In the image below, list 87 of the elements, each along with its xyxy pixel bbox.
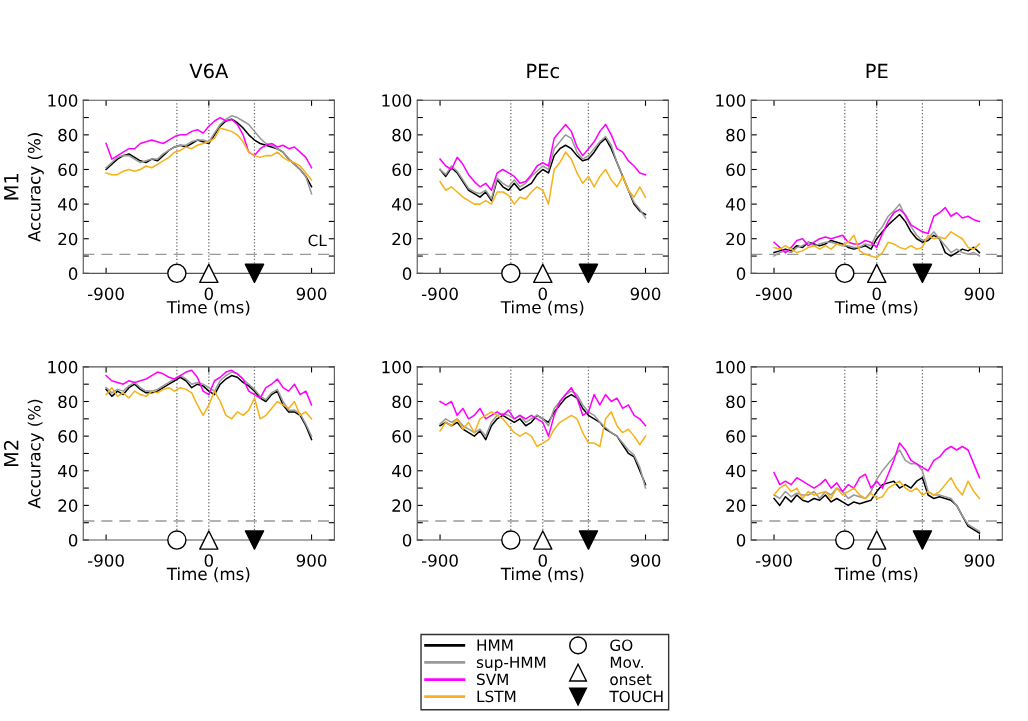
x-tick-label: -900 bbox=[755, 287, 792, 301]
y-tick-label: 60 bbox=[58, 430, 78, 443]
x-tick-label: -900 bbox=[421, 287, 458, 301]
x-tick-label: 0 bbox=[204, 287, 214, 301]
y-tick-label: 80 bbox=[726, 395, 746, 409]
legend-label: TOUCH bbox=[609, 690, 663, 703]
x-tick-label: 0 bbox=[872, 554, 881, 567]
y-tick-label: 100 bbox=[382, 360, 412, 374]
x-axis-title: Time (ms) bbox=[500, 567, 584, 583]
y-tick-label: 40 bbox=[725, 198, 746, 211]
x-axis-title: Time (ms) bbox=[834, 567, 918, 583]
line-series bbox=[439, 123, 647, 192]
y-tick-label: 100 bbox=[716, 94, 746, 107]
x-tick-label: -900 bbox=[88, 287, 124, 301]
legend-label: SVM bbox=[477, 673, 508, 686]
line-series bbox=[773, 231, 981, 259]
x-tick-label: 0 bbox=[538, 554, 547, 567]
x-tick-label: -900 bbox=[421, 554, 458, 567]
x-tick-label: 900 bbox=[630, 554, 661, 567]
y-tick-label: 100 bbox=[382, 94, 412, 107]
legend-label: GO bbox=[610, 639, 633, 651]
x-tick-label: 900 bbox=[630, 287, 661, 301]
line-series bbox=[439, 151, 647, 205]
x-tick-label: 900 bbox=[964, 554, 995, 567]
y-tick-label: 80 bbox=[392, 395, 412, 409]
y-tick-label: 0 bbox=[736, 267, 746, 280]
y-tick-label: 60 bbox=[392, 430, 412, 443]
y-axis-title: Accuracy (%) bbox=[27, 133, 44, 242]
y-tick-label: 60 bbox=[726, 430, 746, 443]
y-tick-label: 60 bbox=[58, 163, 78, 177]
y-tick-label: 20 bbox=[392, 232, 412, 246]
y-tick-label: 40 bbox=[58, 464, 78, 478]
line-series bbox=[773, 442, 981, 493]
y-tick-label: 20 bbox=[58, 499, 78, 512]
x-axis-title: Time (ms) bbox=[834, 300, 918, 316]
text: M1 bbox=[4, 174, 19, 200]
line-series bbox=[105, 116, 313, 169]
legend-label: LSTM bbox=[477, 690, 516, 703]
x-tick-label: 0 bbox=[204, 554, 214, 567]
y-tick-label: 20 bbox=[58, 232, 78, 246]
x-tick-label: 0 bbox=[872, 287, 881, 301]
y-tick-label: 0 bbox=[68, 267, 78, 280]
y-tick-label: 80 bbox=[58, 395, 78, 409]
y-tick-label: 40 bbox=[391, 198, 412, 211]
line-series bbox=[439, 411, 647, 448]
legend-label: sup-HMM bbox=[476, 656, 546, 671]
y-tick-label: 0 bbox=[68, 533, 78, 547]
y-tick-label: 40 bbox=[58, 198, 78, 211]
y-tick-label: 100 bbox=[716, 360, 746, 374]
line-series bbox=[105, 127, 313, 181]
line-series bbox=[439, 386, 647, 437]
line-series bbox=[105, 369, 313, 406]
y-tick-label: 0 bbox=[402, 267, 412, 280]
y-tick-label: 20 bbox=[726, 232, 746, 246]
chart-title: V6A bbox=[189, 63, 229, 79]
ref-line-label: CL bbox=[308, 234, 327, 247]
y-tick-label: 80 bbox=[58, 128, 78, 142]
y-tick-label: 40 bbox=[725, 464, 746, 478]
legend-label: Mov. onset bbox=[610, 656, 652, 686]
y-axis-title: Accuracy (%) bbox=[27, 399, 44, 509]
x-axis-title: Time (ms) bbox=[166, 300, 250, 316]
chart-title: PEc bbox=[527, 63, 559, 79]
y-tick-label: 20 bbox=[392, 499, 412, 512]
y-tick-label: 60 bbox=[392, 163, 412, 177]
legend-label: HMM bbox=[477, 639, 513, 651]
x-tick-label: 900 bbox=[296, 554, 327, 567]
y-tick-label: 80 bbox=[726, 128, 746, 142]
y-tick-label: 100 bbox=[48, 94, 78, 107]
y-tick-label: 0 bbox=[736, 533, 746, 547]
y-tick-label: 20 bbox=[726, 499, 746, 512]
line-series bbox=[105, 386, 313, 420]
line-series bbox=[773, 476, 981, 500]
x-axis-title: Time (ms) bbox=[166, 567, 250, 583]
y-tick-label: 80 bbox=[392, 128, 412, 142]
line-series bbox=[773, 213, 981, 257]
x-axis-title: Time (ms) bbox=[500, 300, 584, 316]
y-tick-label: 40 bbox=[391, 464, 412, 478]
y-tick-label: 60 bbox=[726, 163, 746, 177]
chart-title: PE bbox=[866, 63, 888, 78]
x-tick-label: 900 bbox=[296, 287, 327, 301]
x-tick-label: -900 bbox=[88, 554, 124, 567]
x-tick-label: 900 bbox=[964, 287, 995, 301]
x-tick-label: 0 bbox=[538, 287, 547, 301]
text: M2 bbox=[3, 440, 19, 467]
y-tick-label: 100 bbox=[48, 360, 78, 374]
y-tick-label: 0 bbox=[402, 533, 412, 547]
x-tick-label: -900 bbox=[755, 554, 792, 567]
